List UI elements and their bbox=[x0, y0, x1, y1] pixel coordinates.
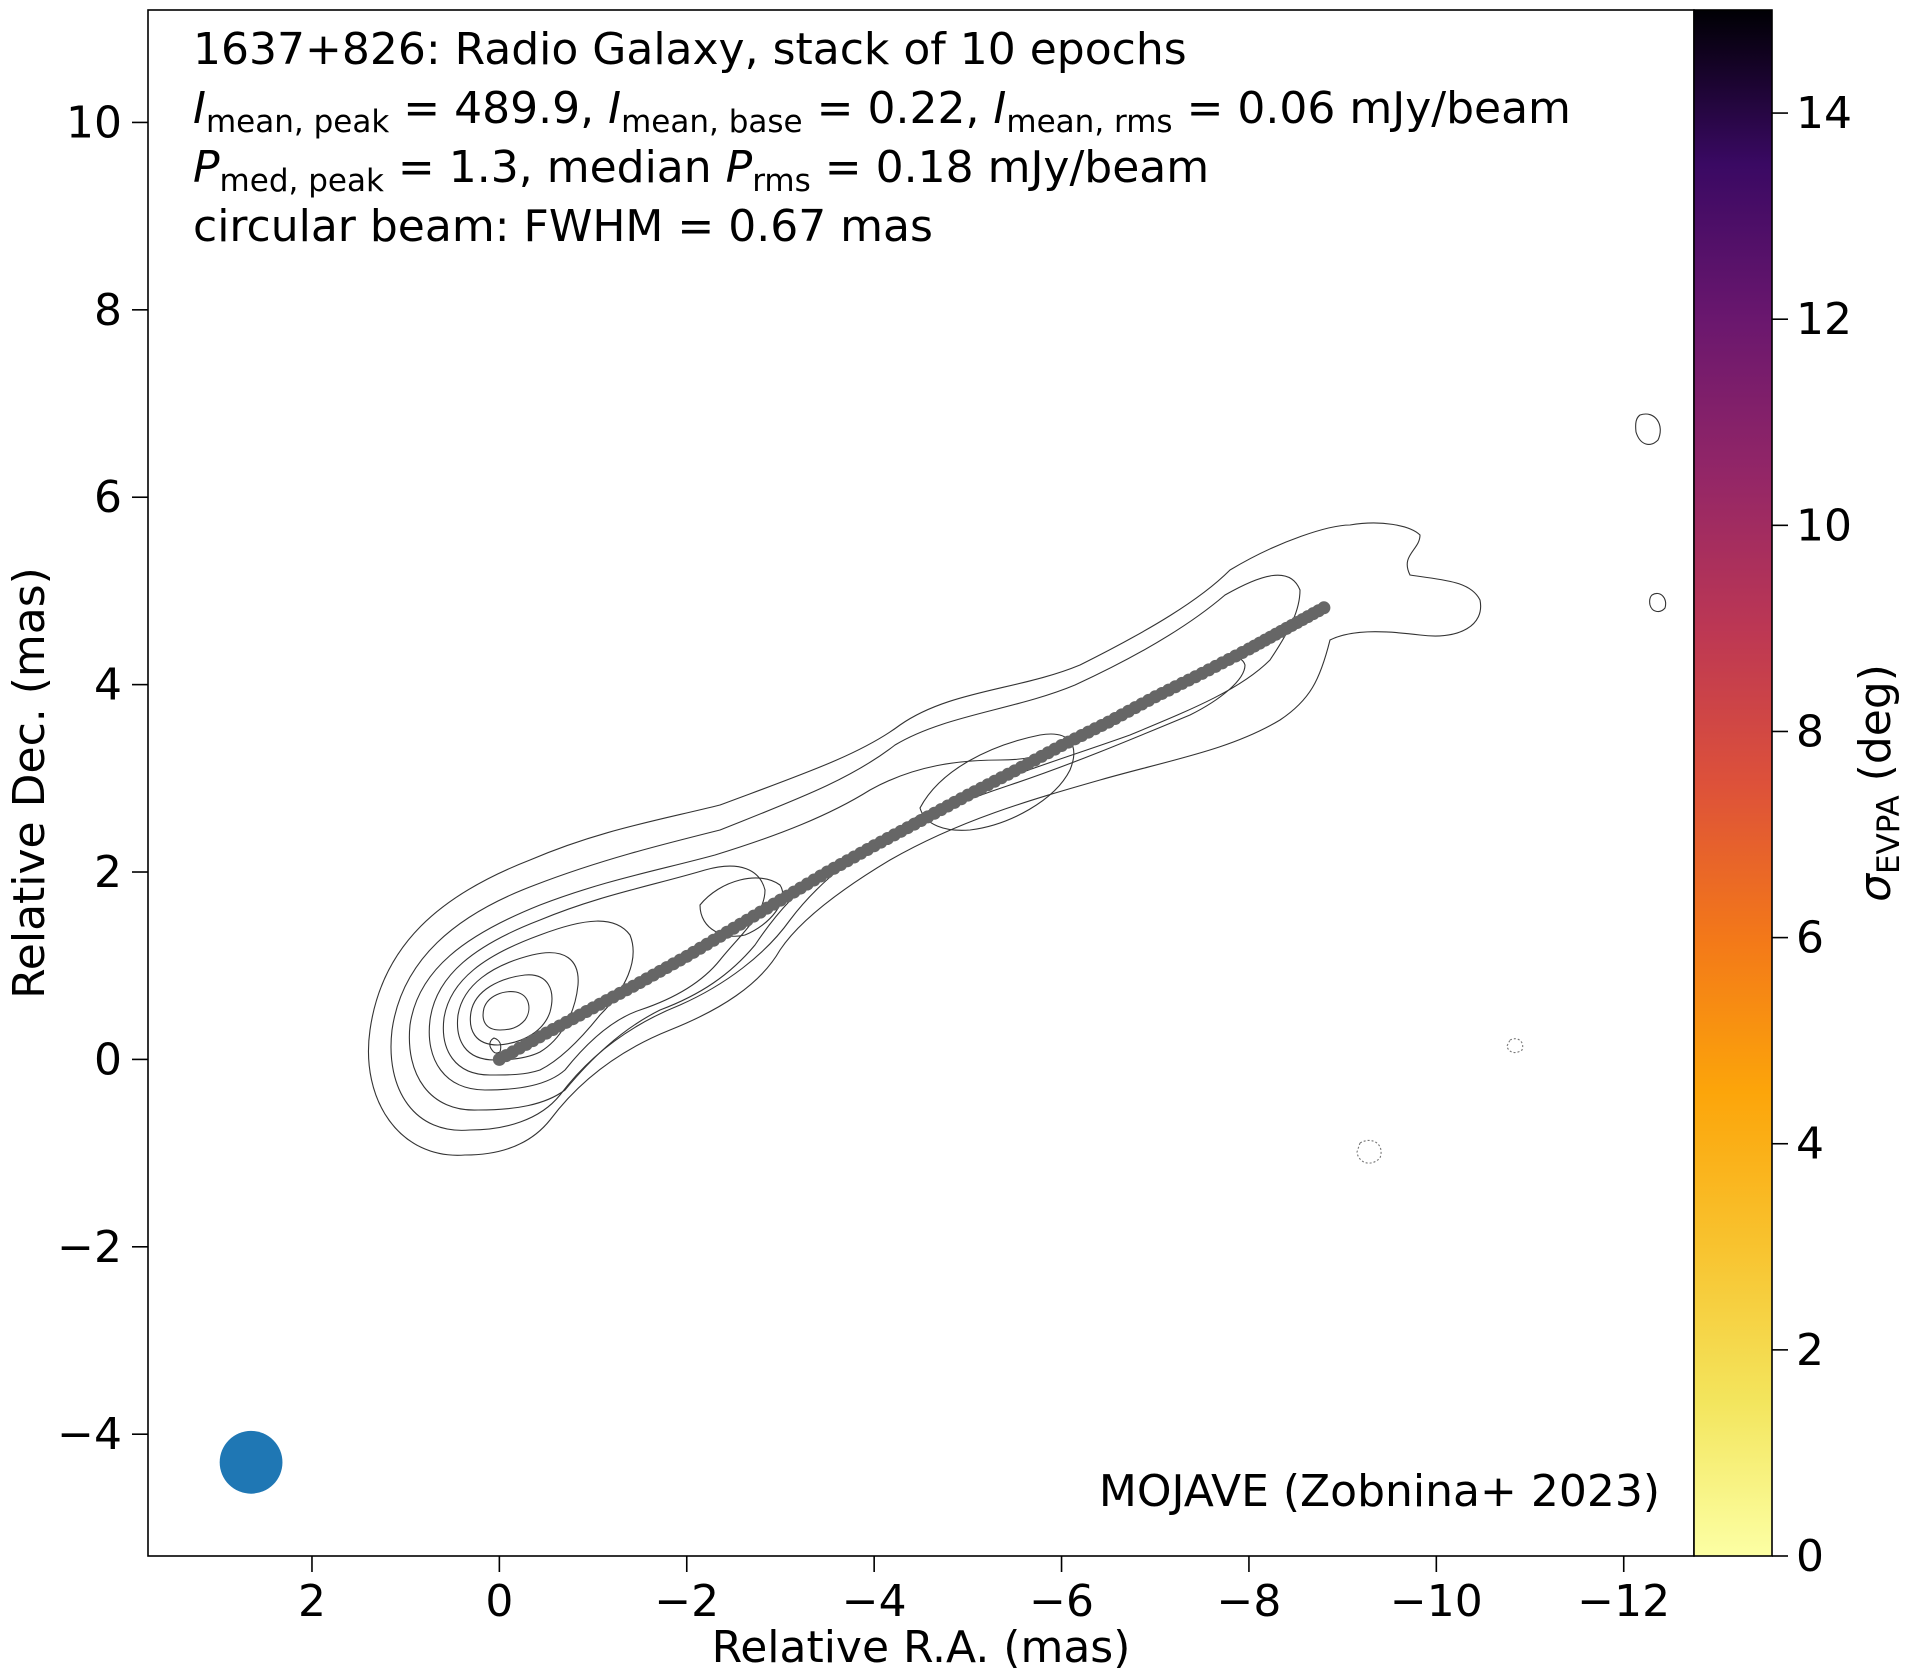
polarization-annotation: Pmed, peak = 1.3, median Prms = 0.18 mJy… bbox=[193, 142, 1209, 199]
x-tick-label: −12 bbox=[1577, 1576, 1670, 1627]
colorbar-tick-label: 12 bbox=[1796, 294, 1852, 345]
ridgeline-point bbox=[1317, 601, 1331, 615]
credit-annotation: MOJAVE (Zobnina+ 2023) bbox=[1099, 1466, 1660, 1517]
median-word: median bbox=[547, 142, 712, 193]
colorbar-tick-label: 2 bbox=[1796, 1325, 1824, 1376]
y-tick-label: 6 bbox=[94, 472, 122, 523]
colorbar-label: σEVPA (deg) bbox=[1850, 664, 1905, 902]
chart-title: 1637+826: Radio Galaxy, stack of 10 epoc… bbox=[193, 24, 1187, 75]
colorbar-axis: 0 2 4 6 8 10 12 14 bbox=[1772, 88, 1852, 1582]
x-tick-label: 0 bbox=[485, 1576, 513, 1627]
y-tick-label: −2 bbox=[57, 1222, 122, 1273]
colorbar bbox=[1693, 9, 1773, 1557]
beam-marker bbox=[219, 1430, 283, 1494]
ridgeline bbox=[492, 601, 1331, 1066]
y-tick-label: 10 bbox=[66, 97, 122, 148]
y-tick-label: 4 bbox=[94, 660, 122, 711]
colorbar-tick-label: 0 bbox=[1796, 1531, 1824, 1582]
colorbar-tick-label: 10 bbox=[1796, 500, 1852, 551]
y-axis-label: Relative Dec. (mas) bbox=[4, 567, 55, 999]
x-tick-label: 2 bbox=[298, 1576, 326, 1627]
x-tick-label: −2 bbox=[654, 1576, 719, 1627]
plot-area bbox=[147, 9, 1695, 1557]
x-tick-label: −8 bbox=[1217, 1576, 1282, 1627]
colorbar-tick-label: 14 bbox=[1796, 88, 1852, 139]
colorbar-tick-label: 4 bbox=[1796, 1119, 1824, 1170]
i-mean-peak-value: 489.9 bbox=[454, 83, 580, 134]
intensity-unit: mJy/beam bbox=[1349, 83, 1571, 134]
colorbar-tick-label: 8 bbox=[1796, 706, 1824, 757]
i-mean-base-value: 0.22 bbox=[867, 83, 965, 134]
i-mean-rms-value: 0.06 bbox=[1237, 83, 1335, 134]
y-tick-label: −4 bbox=[57, 1409, 122, 1460]
y-tick-label: 2 bbox=[94, 847, 122, 898]
y-tick-label: 8 bbox=[94, 285, 122, 336]
intensity-annotation: Imean, peak = 489.9, Imean, base = 0.22,… bbox=[193, 83, 1571, 140]
y-tick-label: 0 bbox=[94, 1034, 122, 1085]
x-axis: 2 0 −2 −4 −6 −8 −10 −12 bbox=[298, 1556, 1670, 1627]
colorbar-tick-label: 6 bbox=[1796, 913, 1824, 964]
p-rms-value: 0.18 bbox=[876, 142, 974, 193]
x-tick-label: −4 bbox=[842, 1576, 907, 1627]
x-tick-label: −6 bbox=[1029, 1576, 1094, 1627]
beam-annotation: circular beam: FWHM = 0.67 mas bbox=[193, 201, 933, 252]
x-tick-label: −10 bbox=[1390, 1576, 1483, 1627]
polarization-unit: mJy/beam bbox=[988, 142, 1210, 193]
x-axis-label: Relative R.A. (mas) bbox=[712, 1622, 1131, 1673]
y-axis: −4 −2 0 2 4 6 8 10 bbox=[57, 97, 148, 1460]
beam-circle bbox=[219, 1430, 283, 1494]
p-med-peak-value: 1.3 bbox=[449, 142, 519, 193]
